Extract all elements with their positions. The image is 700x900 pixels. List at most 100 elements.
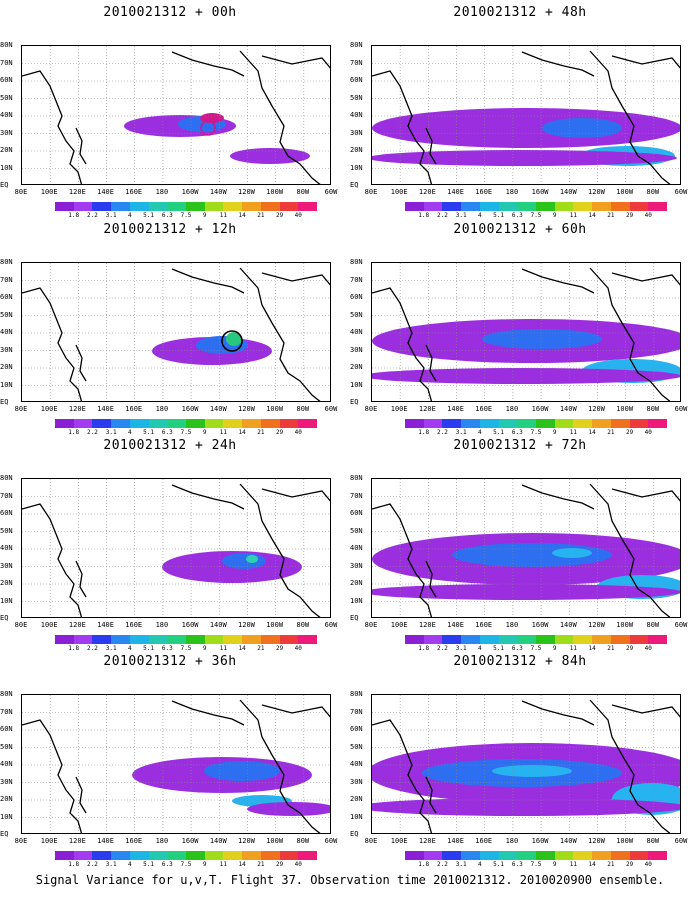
latitude-label: 70N (350, 275, 363, 284)
variance-region (372, 584, 680, 600)
coastline (611, 55, 680, 69)
colorbar-swatch (186, 851, 205, 860)
coastline (22, 503, 83, 617)
colorbar-swatch (204, 851, 224, 860)
colorbar-label: 40 (644, 429, 652, 436)
latitude-label: 80N (350, 258, 363, 266)
colorbar (55, 202, 318, 211)
longitude-label: 60W (324, 405, 338, 413)
colorbar-swatch (442, 635, 462, 644)
colorbar-swatch (55, 851, 74, 860)
map-plot (371, 45, 681, 185)
colorbar-swatch (573, 635, 593, 644)
latitude-label: EQ (0, 614, 9, 622)
colorbar-swatch (298, 202, 318, 211)
colorbar-label: 5.1 (143, 212, 154, 219)
colorbar-label: 29 (275, 861, 284, 868)
latitude-label: 40N (350, 760, 363, 768)
latitude-label: 70N (0, 275, 13, 284)
latitude-label: 60N (350, 293, 363, 301)
longitude-label: 80E (364, 405, 378, 413)
coastline (372, 719, 433, 833)
colorbar-label: 2.2 (437, 429, 448, 436)
latitude-label: 80N (0, 41, 13, 49)
colorbar-label: 29 (625, 212, 634, 219)
colorbar-label: 7.5 (530, 861, 542, 868)
longitude-label: 100W (266, 621, 284, 629)
colorbar-swatch (461, 202, 480, 211)
colorbar-swatch (242, 202, 261, 211)
colorbar-label: 2.2 (437, 861, 448, 868)
colorbar-label: 4 (478, 645, 482, 652)
longitude-label: 140W (559, 837, 577, 845)
colorbar-label: 4 (478, 429, 482, 436)
colorbar-swatch (498, 851, 518, 860)
longitude-label: 100E (390, 837, 408, 845)
colorbar-swatch (260, 419, 280, 428)
colorbar-label: 40 (294, 861, 302, 868)
colorbar-label: 29 (625, 429, 634, 436)
colorbar-swatch (167, 202, 187, 211)
colorbar-swatch (479, 419, 499, 428)
colorbar-labels: 1.8 2.2 3.1 4 5.1 6.3 7.5 9 11 14 21 29 40 (405, 645, 667, 653)
colorbar-label: 6.3 (511, 861, 523, 868)
colorbar-label: 1.8 (418, 645, 430, 652)
coastline (261, 272, 330, 286)
colorbar-swatch (242, 635, 261, 644)
map-panel: 2010021312 + 84h 80N 70N 60N 50N 40N 30N 20N 10N… (350, 654, 690, 869)
longitude-label: 140W (209, 621, 227, 629)
coastline (611, 488, 680, 502)
colorbar-label: 14 (238, 429, 246, 436)
colorbar-label: 5.1 (143, 861, 154, 868)
variance-region (44, 147, 96, 161)
latitude-label: 70N (0, 707, 13, 716)
colorbar-swatch (204, 419, 224, 428)
longitude-label: 80W (296, 621, 310, 629)
colorbar-label: 14 (238, 645, 246, 652)
colorbar-label: 6.3 (161, 212, 173, 219)
variance-region (247, 802, 330, 816)
longitude-label: 80E (14, 837, 28, 845)
longitude-label: 60W (674, 621, 688, 629)
longitude-label: 160E (125, 621, 143, 629)
colorbar-label: 4 (478, 212, 482, 219)
colorbar-swatch (73, 202, 93, 211)
colorbar-label: 11 (569, 861, 578, 868)
colorbar-label: 29 (275, 212, 284, 219)
colorbar-label: 21 (257, 212, 265, 219)
panel-title: 2010021312 + 48h (453, 5, 587, 20)
colorbar-label: 11 (219, 645, 228, 652)
latitude-label: 20N (350, 146, 363, 154)
map-plot (21, 45, 331, 185)
colorbar-swatch (517, 851, 537, 860)
longitude-label: 180 (155, 405, 169, 413)
coastline (75, 776, 87, 814)
variance-region (492, 765, 572, 777)
panel-title: 2010021312 + 84h (453, 654, 587, 669)
latitude-label: 60N (0, 293, 13, 301)
latitude-label: 70N (350, 707, 363, 716)
colorbar-swatch (479, 851, 499, 860)
colorbar-swatch (610, 851, 630, 860)
colorbar-label: 11 (219, 429, 228, 436)
colorbar-label: 1.8 (68, 645, 80, 652)
colorbar (405, 202, 668, 211)
longitude-label: 140W (559, 405, 577, 413)
longitude-label: 160E (125, 188, 143, 196)
latitude-label: 60N (350, 725, 363, 733)
coastline (75, 127, 87, 165)
coastline (171, 51, 245, 77)
colorbar-label: 14 (238, 212, 246, 219)
latitude-label: 30N (350, 128, 363, 137)
colorbar-swatch (629, 419, 649, 428)
colorbar-swatch (592, 202, 611, 211)
latitude-label: 40N (350, 544, 363, 552)
latitude-label: 50N (350, 526, 363, 535)
coastline (521, 268, 595, 294)
colorbar-swatch (554, 635, 574, 644)
longitude-label: 160E (475, 405, 493, 413)
coastline (171, 700, 245, 726)
latitude-label: 10N (0, 380, 13, 389)
latitude-label: 40N (0, 111, 13, 119)
longitude-label: 160W (181, 837, 199, 845)
